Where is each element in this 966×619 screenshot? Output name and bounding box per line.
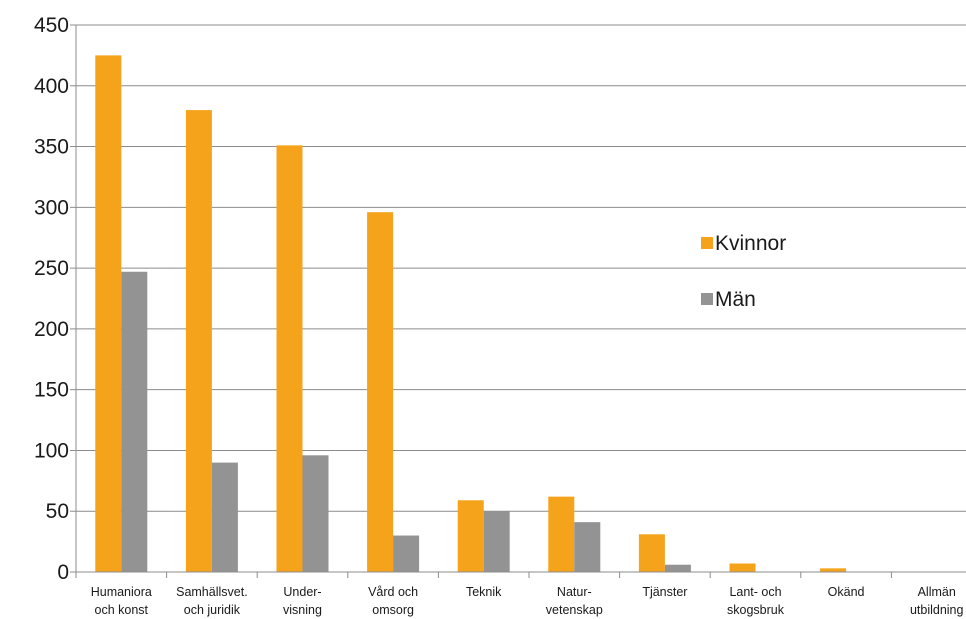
bar-kvinnor	[729, 563, 756, 572]
bar-kvinnor	[457, 500, 484, 572]
bars	[95, 55, 847, 572]
y-tick-label: 100	[34, 439, 69, 462]
x-tick-label: Vård och omsorg	[368, 585, 418, 617]
y-tick-label: 300	[34, 196, 69, 219]
x-tick-label: Lant- och skogsbruk	[727, 585, 785, 617]
y-tick-label: 0	[57, 561, 69, 584]
x-tick-label: Natur-vetenskap	[546, 585, 603, 617]
bar-m-n	[574, 522, 601, 572]
y-tick-label: 50	[46, 500, 69, 523]
bar-kvinnor	[548, 496, 575, 572]
x-tick-label: Allmän utbildning	[910, 585, 964, 617]
bar-kvinnor	[638, 534, 665, 572]
bar-kvinnor	[820, 568, 847, 572]
y-tick-label: 450	[34, 14, 69, 37]
gridlines	[76, 24, 966, 512]
bar-m-n	[121, 271, 148, 572]
x-tick-label: Tjänster	[642, 585, 687, 599]
y-tick-label: 200	[34, 318, 69, 341]
bar-kvinnor	[276, 145, 303, 572]
y-tick-label: 250	[34, 257, 69, 280]
y-tick-label: 150	[34, 379, 69, 402]
bar-kvinnor	[185, 110, 212, 572]
bar-m-n	[664, 564, 691, 572]
y-axis: 0 50 100 150 200 250 300 350 400 450	[34, 14, 77, 584]
x-tick-label: Humaniora och konst	[91, 585, 152, 617]
legend-swatch	[701, 237, 713, 249]
legend-label: Män	[715, 288, 756, 311]
x-tick-label: Teknik	[466, 585, 502, 599]
legend: Kvinnor Män	[701, 232, 786, 311]
legend-swatch	[701, 293, 713, 305]
bar-kvinnor	[367, 212, 394, 572]
bar-m-n	[211, 462, 238, 572]
x-tick-label: Under-visning	[283, 585, 322, 617]
y-tick-label: 350	[34, 136, 69, 159]
y-tick-label: 400	[34, 75, 69, 98]
x-tick-label: Samhällsvet. och juridik	[176, 585, 248, 617]
bar-kvinnor	[95, 55, 122, 572]
bar-m-n	[302, 455, 329, 572]
bar-m-n	[393, 535, 420, 572]
x-tick-label: Okänd	[828, 585, 865, 599]
bar-m-n	[483, 511, 510, 572]
legend-label: Kvinnor	[715, 232, 786, 255]
x-axis: Humaniora och konst Samhällsvet. och juridi…	[75, 571, 966, 617]
